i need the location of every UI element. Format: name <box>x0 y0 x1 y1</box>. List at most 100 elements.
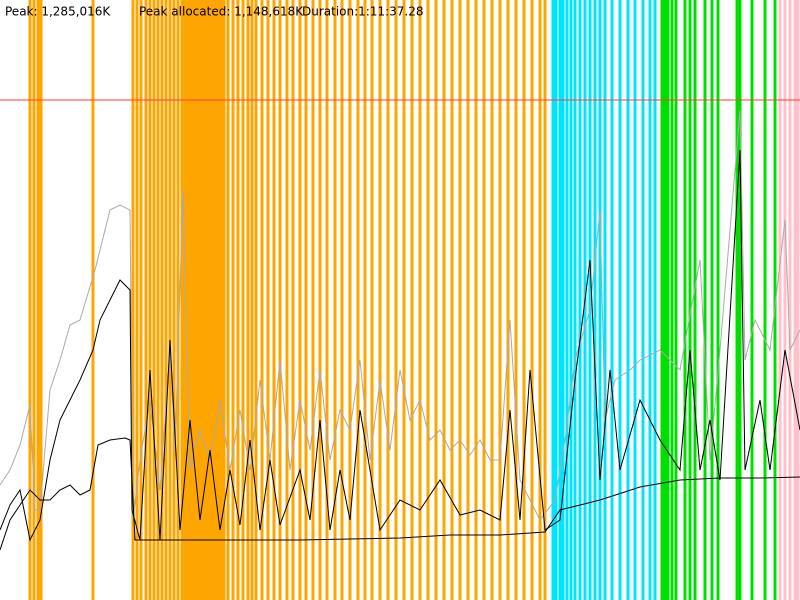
event-band <box>551 0 555 600</box>
event-band <box>213 0 217 600</box>
event-band <box>442 0 446 600</box>
event-band <box>325 0 329 600</box>
event-band <box>506 0 510 600</box>
event-band <box>641 0 645 600</box>
series-line <box>0 109 800 521</box>
event-band <box>164 0 168 600</box>
event-band <box>246 0 250 600</box>
event-band <box>710 0 714 600</box>
event-band <box>32 0 36 600</box>
event-band <box>195 0 199 600</box>
event-band <box>703 0 707 600</box>
event-band <box>231 0 235 600</box>
event-band <box>254 0 258 600</box>
event-band <box>674 0 678 600</box>
event-band <box>201 0 205 600</box>
event-band <box>204 0 208 600</box>
event-band <box>538 0 542 600</box>
event-band <box>285 0 289 600</box>
event-band <box>610 0 614 600</box>
event-band <box>410 0 414 600</box>
series-line <box>0 437 800 551</box>
event-band <box>530 0 534 600</box>
event-band <box>139 0 143 600</box>
event-band <box>561 0 565 600</box>
event-band <box>394 0 398 600</box>
event-band <box>260 0 264 600</box>
event-band <box>660 0 664 600</box>
event-band <box>168 0 172 600</box>
event-band <box>653 0 657 600</box>
event-band <box>176 0 180 600</box>
event-band <box>458 0 462 600</box>
series-line <box>0 149 800 542</box>
event-band <box>192 0 196 600</box>
event-band <box>318 0 322 600</box>
duration: Duration:1:11:37.28 <box>302 5 424 19</box>
event-band <box>272 0 276 600</box>
event-band <box>160 0 164 600</box>
event-band <box>558 0 562 600</box>
event-band <box>250 0 254 600</box>
event-band <box>278 0 282 600</box>
event-band <box>683 0 687 600</box>
event-band <box>183 0 187 600</box>
event-band <box>763 0 767 600</box>
event-band <box>750 0 754 600</box>
event-band <box>778 0 782 600</box>
event-band <box>633 0 637 600</box>
event-band <box>356 0 360 600</box>
event-band <box>135 0 139 600</box>
event-band <box>186 0 190 600</box>
event-band <box>793 0 797 600</box>
event-band <box>569 0 573 600</box>
event-band <box>788 0 792 600</box>
event-band <box>573 0 577 600</box>
event-band <box>91 0 95 600</box>
event-band <box>670 0 674 600</box>
peak: Peak: 1,285,016K <box>5 5 111 19</box>
event-band <box>626 0 630 600</box>
event-band <box>490 0 494 600</box>
event-band <box>735 0 739 600</box>
event-band <box>348 0 352 600</box>
event-band <box>210 0 214 600</box>
event-band <box>386 0 390 600</box>
event-band <box>603 0 607 600</box>
event-band <box>378 0 382 600</box>
event-band <box>216 0 220 600</box>
lines <box>0 99 800 551</box>
event-band <box>333 0 337 600</box>
event-band <box>236 0 240 600</box>
event-band <box>738 0 742 600</box>
event-band <box>291 0 295 600</box>
event-band <box>543 0 547 600</box>
event-band <box>152 0 156 600</box>
event-band <box>693 0 697 600</box>
event-band <box>28 0 32 600</box>
event-band <box>498 0 502 600</box>
event-band <box>466 0 470 600</box>
event-band <box>434 0 438 600</box>
event-band <box>219 0 223 600</box>
event-band <box>565 0 569 600</box>
event-band <box>773 0 777 600</box>
event-band <box>716 0 720 600</box>
event-band <box>340 0 344 600</box>
event-bands <box>28 0 800 600</box>
event-band <box>688 0 692 600</box>
event-band <box>363 0 367 600</box>
event-band <box>144 0 148 600</box>
event-band <box>298 0 302 600</box>
event-band <box>666 0 670 600</box>
event-band <box>578 0 582 600</box>
event-band <box>522 0 526 600</box>
event-band <box>796 0 800 600</box>
event-band <box>554 0 558 600</box>
event-band <box>311 0 315 600</box>
event-band <box>593 0 597 600</box>
event-band <box>514 0 518 600</box>
event-band <box>131 0 135 600</box>
